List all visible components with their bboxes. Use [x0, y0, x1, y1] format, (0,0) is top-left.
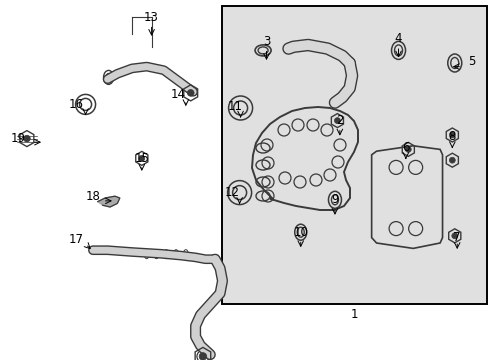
Text: 15: 15 — [134, 152, 149, 165]
Circle shape — [448, 132, 454, 138]
Circle shape — [405, 147, 410, 152]
Circle shape — [451, 233, 457, 239]
Text: 5: 5 — [467, 55, 475, 68]
Text: 1: 1 — [350, 309, 358, 321]
Text: 18: 18 — [85, 190, 100, 203]
Text: 10: 10 — [293, 226, 307, 239]
Text: 13: 13 — [144, 11, 159, 24]
Circle shape — [139, 156, 144, 161]
Text: 19: 19 — [11, 132, 26, 145]
Circle shape — [187, 90, 194, 96]
Text: 2: 2 — [335, 114, 343, 127]
Text: 17: 17 — [68, 233, 83, 246]
Polygon shape — [98, 196, 120, 207]
Text: 9: 9 — [330, 193, 338, 206]
Text: 12: 12 — [224, 186, 239, 199]
Circle shape — [334, 118, 340, 123]
Text: 11: 11 — [227, 100, 242, 113]
Circle shape — [448, 157, 454, 163]
Text: 16: 16 — [68, 98, 83, 111]
Circle shape — [199, 352, 206, 360]
Text: 14: 14 — [171, 88, 185, 101]
Text: 3: 3 — [262, 35, 270, 48]
Text: 7: 7 — [452, 231, 460, 244]
Circle shape — [23, 135, 30, 142]
Bar — [222, 6, 486, 304]
Text: 4: 4 — [394, 32, 402, 45]
Text: 6: 6 — [401, 141, 409, 154]
Text: 8: 8 — [447, 130, 455, 143]
